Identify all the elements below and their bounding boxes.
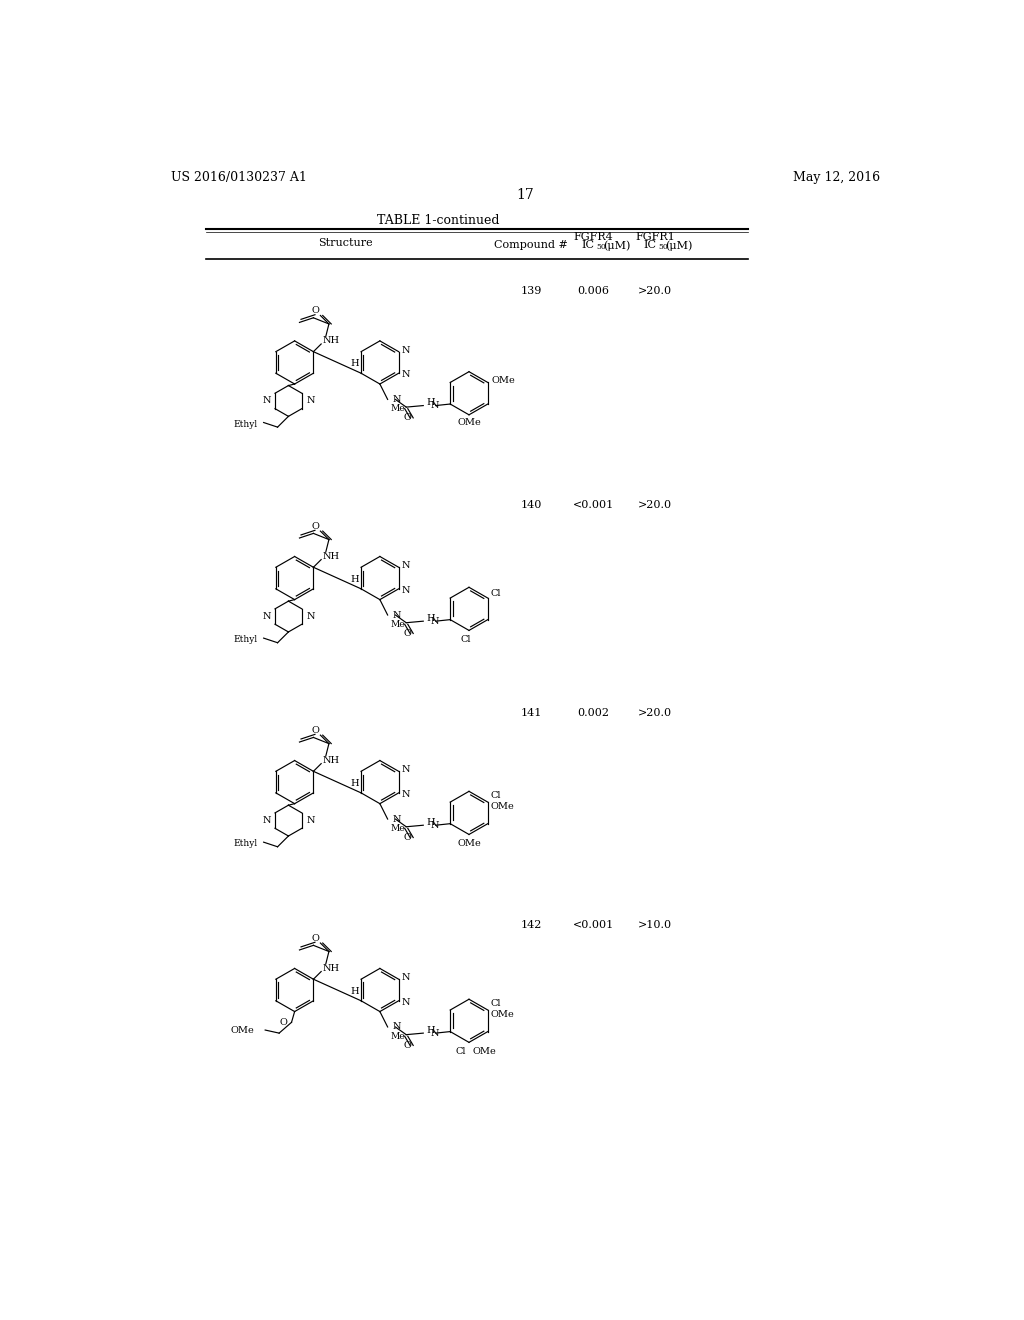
Text: H: H: [426, 614, 435, 623]
Text: May 12, 2016: May 12, 2016: [793, 172, 880, 185]
Text: O: O: [403, 833, 412, 842]
Text: 50: 50: [596, 243, 606, 251]
Text: US 2016/0130237 A1: US 2016/0130237 A1: [171, 172, 306, 185]
Text: N: N: [431, 616, 439, 626]
Text: O: O: [311, 306, 319, 315]
Text: Me: Me: [391, 404, 406, 413]
Text: 142: 142: [520, 920, 542, 929]
Text: FGFR4: FGFR4: [573, 232, 613, 242]
Text: N: N: [401, 766, 411, 775]
Text: Ethyl: Ethyl: [233, 635, 257, 644]
Text: 0.002: 0.002: [577, 708, 609, 718]
Text: OMe: OMe: [457, 418, 481, 426]
Text: Cl: Cl: [490, 792, 502, 800]
Text: H: H: [350, 359, 359, 368]
Text: O: O: [403, 413, 412, 422]
Text: N: N: [401, 789, 411, 799]
Text: Me: Me: [391, 1032, 406, 1040]
Text: >20.0: >20.0: [638, 708, 672, 718]
Text: N: N: [392, 395, 400, 404]
Text: N: N: [392, 611, 400, 619]
Text: Me: Me: [391, 620, 406, 628]
Text: Cl: Cl: [461, 635, 471, 644]
Text: N: N: [306, 396, 314, 405]
Text: O: O: [403, 1041, 412, 1049]
Text: IC: IC: [644, 240, 656, 251]
Text: H: H: [426, 1026, 435, 1035]
Text: TABLE 1-continued: TABLE 1-continued: [377, 214, 500, 227]
Text: Ethyl: Ethyl: [233, 420, 257, 429]
Text: N: N: [392, 814, 400, 824]
Text: 50: 50: [658, 243, 668, 251]
Text: 139: 139: [520, 286, 542, 296]
Text: O: O: [279, 1018, 287, 1027]
Text: 140: 140: [520, 500, 542, 510]
Text: NH: NH: [323, 756, 340, 766]
Text: Structure: Structure: [317, 238, 373, 248]
Text: H: H: [426, 817, 435, 826]
Text: N: N: [262, 396, 270, 405]
Text: N: N: [401, 998, 411, 1007]
Text: NH: NH: [323, 337, 340, 346]
Text: >20.0: >20.0: [638, 500, 672, 510]
Text: Compound #: Compound #: [494, 240, 568, 251]
Text: N: N: [306, 816, 314, 825]
Text: Me: Me: [391, 824, 406, 833]
Text: OMe: OMe: [230, 1026, 254, 1035]
Text: N: N: [431, 401, 439, 411]
Text: Cl: Cl: [456, 1047, 466, 1056]
Text: OMe: OMe: [457, 840, 481, 849]
Text: N: N: [401, 346, 411, 355]
Text: O: O: [311, 521, 319, 531]
Text: >20.0: >20.0: [638, 286, 672, 296]
Text: N: N: [401, 973, 411, 982]
Text: N: N: [262, 612, 270, 620]
Text: NH: NH: [323, 964, 340, 973]
Text: Ethyl: Ethyl: [233, 840, 257, 849]
Text: IC: IC: [582, 240, 595, 251]
Text: N: N: [306, 612, 314, 620]
Text: OMe: OMe: [492, 376, 515, 384]
Text: <0.001: <0.001: [572, 920, 613, 929]
Text: N: N: [392, 1023, 400, 1031]
Text: Cl: Cl: [490, 589, 502, 598]
Text: N: N: [431, 1028, 439, 1038]
Text: OMe: OMe: [490, 1010, 515, 1019]
Text: Cl: Cl: [490, 999, 502, 1008]
Text: 141: 141: [520, 708, 542, 718]
Text: H: H: [350, 779, 359, 788]
Text: N: N: [401, 586, 411, 595]
Text: N: N: [262, 816, 270, 825]
Text: O: O: [403, 630, 412, 638]
Text: NH: NH: [323, 552, 340, 561]
Text: OMe: OMe: [472, 1047, 496, 1056]
Text: 17: 17: [516, 189, 534, 202]
Text: <0.001: <0.001: [572, 500, 613, 510]
Text: (μM): (μM): [603, 240, 631, 251]
Text: FGFR1: FGFR1: [635, 232, 675, 242]
Text: O: O: [311, 726, 319, 735]
Text: N: N: [431, 821, 439, 830]
Text: O: O: [311, 935, 319, 942]
Text: N: N: [401, 371, 411, 379]
Text: N: N: [401, 561, 411, 570]
Text: 0.006: 0.006: [577, 286, 609, 296]
Text: (μM): (μM): [665, 240, 692, 251]
Text: H: H: [350, 987, 359, 997]
Text: H: H: [426, 399, 435, 407]
Text: H: H: [350, 576, 359, 583]
Text: OMe: OMe: [490, 803, 515, 812]
Text: >10.0: >10.0: [638, 920, 672, 929]
